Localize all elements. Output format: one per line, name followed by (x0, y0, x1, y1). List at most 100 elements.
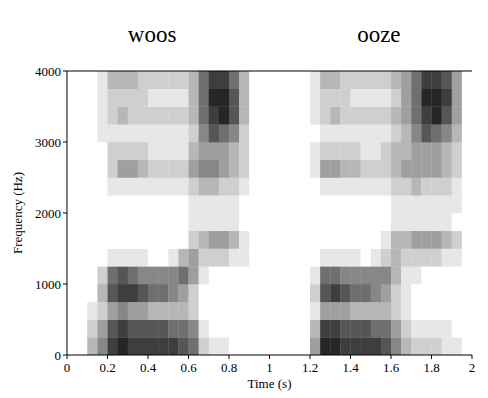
cell (259, 142, 269, 160)
cell (361, 337, 371, 355)
cell (401, 124, 411, 142)
cell (391, 107, 401, 125)
cell (199, 89, 209, 107)
cell (401, 320, 411, 338)
cell (340, 302, 350, 320)
cell (462, 231, 472, 249)
cell (67, 266, 77, 284)
cell (452, 249, 462, 267)
cell (239, 302, 249, 320)
x-tick-label: 1 (266, 360, 273, 375)
cell (229, 89, 239, 107)
cell (351, 142, 361, 160)
y-tick (63, 284, 67, 285)
cell (462, 178, 472, 196)
cell (381, 249, 391, 267)
cell (371, 195, 381, 213)
cell (371, 160, 381, 178)
cell (401, 89, 411, 107)
cell (97, 142, 107, 160)
cell (330, 107, 340, 125)
cell (290, 249, 300, 267)
cell (118, 142, 128, 160)
cell (67, 195, 77, 213)
cell (229, 124, 239, 142)
cell (178, 107, 188, 125)
cell (280, 320, 290, 338)
cell (168, 89, 178, 107)
cell (199, 266, 209, 284)
cell (138, 213, 148, 231)
cell (87, 160, 97, 178)
cell (239, 266, 249, 284)
cell (290, 213, 300, 231)
cell (108, 266, 118, 284)
cell (87, 320, 97, 338)
cell (158, 71, 168, 89)
cell (128, 107, 138, 125)
cell (270, 124, 280, 142)
cell (138, 266, 148, 284)
cell (421, 284, 431, 302)
cell (87, 302, 97, 320)
cell (209, 284, 219, 302)
cell (259, 107, 269, 125)
cell (229, 142, 239, 160)
cell (421, 249, 431, 267)
cell (462, 249, 472, 267)
cell (361, 178, 371, 196)
cell (138, 178, 148, 196)
cell (290, 160, 300, 178)
cell (361, 71, 371, 89)
cell (442, 266, 452, 284)
cell (310, 320, 320, 338)
cell (249, 231, 259, 249)
cell (148, 160, 158, 178)
cell (189, 337, 199, 355)
cell (330, 284, 340, 302)
cell (229, 107, 239, 125)
cell (462, 213, 472, 231)
cell (239, 71, 249, 89)
cell (97, 71, 107, 89)
x-tick-label: 1.4 (342, 360, 359, 375)
cell (320, 160, 330, 178)
cell (371, 231, 381, 249)
cell (158, 195, 168, 213)
cell (87, 337, 97, 355)
cell (320, 302, 330, 320)
cell (330, 302, 340, 320)
y-tick (63, 355, 67, 356)
cell (330, 231, 340, 249)
cell (340, 142, 350, 160)
cell (442, 124, 452, 142)
cell (219, 213, 229, 231)
cell (148, 213, 158, 231)
cell (168, 124, 178, 142)
cell (148, 320, 158, 338)
cell (128, 320, 138, 338)
cell (361, 284, 371, 302)
cell (128, 337, 138, 355)
cell (270, 178, 280, 196)
cell (340, 320, 350, 338)
cell (391, 124, 401, 142)
cell (351, 124, 361, 142)
cell (87, 266, 97, 284)
cell (87, 142, 97, 160)
cell (178, 266, 188, 284)
cell (401, 178, 411, 196)
cell (280, 178, 290, 196)
cell (87, 124, 97, 142)
cell (178, 284, 188, 302)
cell (442, 213, 452, 231)
cell (118, 160, 128, 178)
cell (148, 124, 158, 142)
cell (67, 107, 77, 125)
cell (189, 124, 199, 142)
cell (421, 213, 431, 231)
cell (199, 249, 209, 267)
cell (138, 231, 148, 249)
cell (249, 249, 259, 267)
cell (178, 195, 188, 213)
